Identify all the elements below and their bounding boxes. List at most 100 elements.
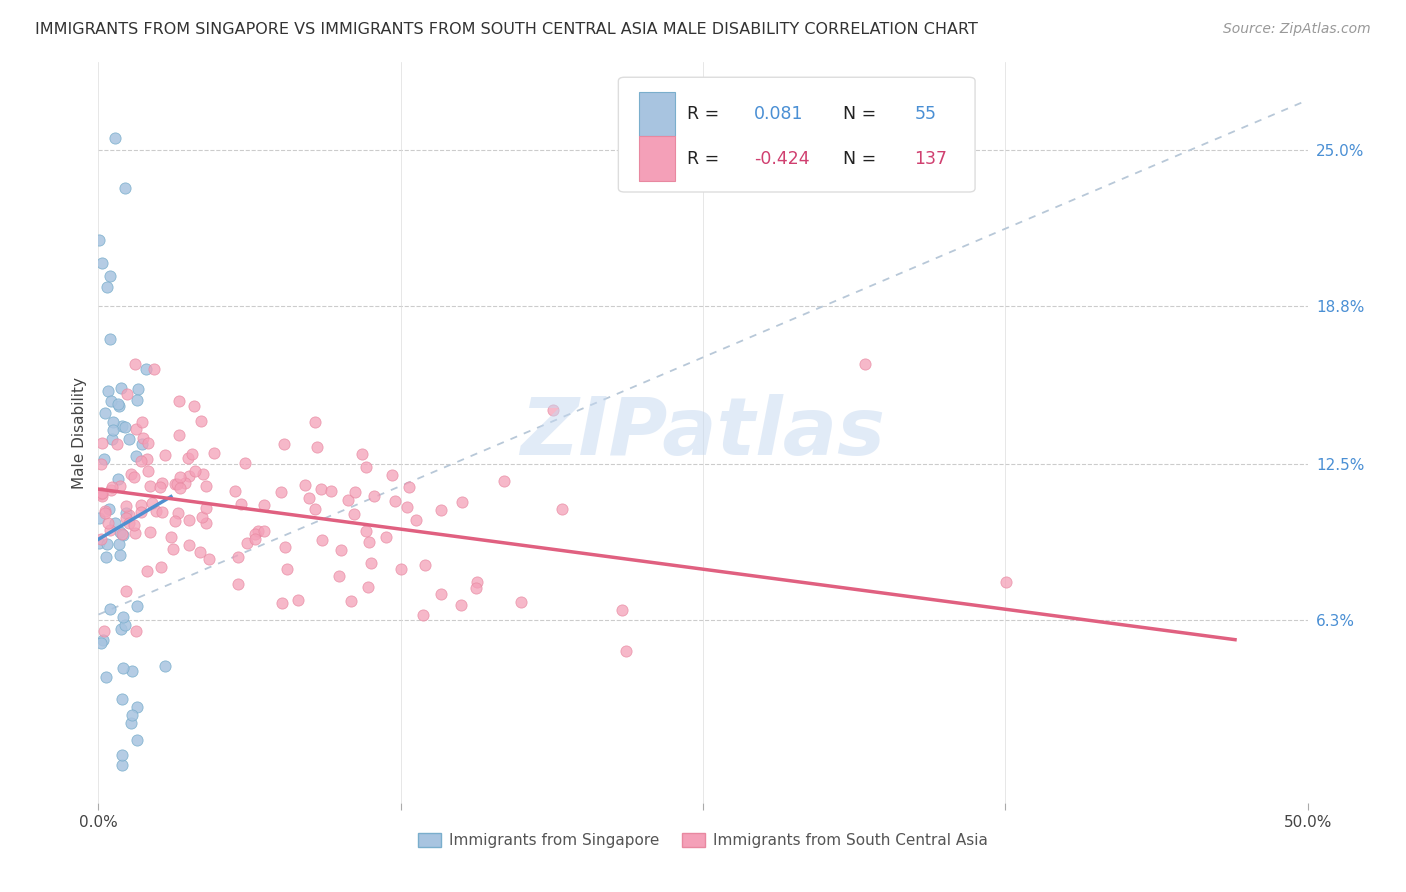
Point	[328, 569, 350, 583]
Point	[111, 419, 134, 434]
Point	[94, 406, 117, 420]
Point	[190, 509, 212, 524]
Point	[287, 593, 309, 607]
Point	[357, 580, 380, 594]
Point	[94, 506, 117, 520]
Point	[430, 587, 453, 601]
Point	[153, 659, 176, 673]
Point	[96, 516, 118, 530]
Point	[381, 468, 404, 483]
Point	[115, 387, 138, 401]
Point	[104, 516, 127, 530]
Point	[190, 414, 212, 428]
Point	[115, 499, 138, 513]
Point	[274, 541, 297, 555]
Text: N =: N =	[832, 150, 882, 168]
Point	[233, 456, 256, 470]
Point	[304, 415, 326, 429]
Point	[167, 428, 190, 442]
Point	[96, 280, 118, 294]
Text: R =: R =	[688, 105, 725, 123]
Point	[198, 552, 221, 566]
Point	[90, 487, 112, 501]
Point	[111, 660, 134, 674]
Point	[115, 583, 138, 598]
Point	[276, 562, 298, 576]
Point	[169, 469, 191, 483]
Point	[111, 692, 134, 706]
Point	[114, 511, 136, 525]
Point	[91, 489, 114, 503]
Point	[413, 558, 436, 573]
Point	[139, 524, 162, 539]
Point	[253, 524, 276, 538]
Point	[294, 478, 316, 492]
Point	[118, 508, 141, 523]
Point	[138, 464, 160, 478]
FancyBboxPatch shape	[638, 136, 675, 181]
Point	[245, 527, 267, 541]
Point	[194, 516, 217, 530]
Point	[307, 440, 329, 454]
Point	[110, 623, 132, 637]
Point	[101, 433, 124, 447]
Point	[97, 384, 120, 398]
Point	[121, 708, 143, 723]
Point	[103, 423, 125, 437]
Point	[104, 130, 127, 145]
Point	[91, 435, 114, 450]
Point	[131, 437, 153, 451]
Text: -0.424: -0.424	[754, 150, 810, 168]
Point	[105, 436, 128, 450]
Point	[118, 432, 141, 446]
Point	[94, 670, 117, 684]
Point	[94, 504, 117, 518]
Point	[120, 467, 142, 482]
Point	[465, 574, 488, 589]
Point	[343, 484, 366, 499]
Point	[98, 523, 121, 537]
Point	[100, 480, 122, 494]
Point	[112, 610, 135, 624]
Point	[162, 542, 184, 557]
Point	[188, 544, 211, 558]
Point	[228, 550, 250, 565]
Point	[273, 437, 295, 451]
Point	[304, 502, 326, 516]
Point	[226, 577, 249, 591]
Point	[87, 535, 110, 549]
Point	[118, 516, 141, 530]
Point	[111, 528, 134, 542]
Text: IMMIGRANTS FROM SINGAPORE VS IMMIGRANTS FROM SOUTH CENTRAL ASIA MALE DISABILITY : IMMIGRANTS FROM SINGAPORE VS IMMIGRANTS …	[35, 22, 979, 37]
Point	[124, 357, 146, 371]
Point	[224, 484, 246, 499]
Point	[160, 530, 183, 544]
Point	[551, 502, 574, 516]
Point	[129, 498, 152, 512]
Point	[125, 422, 148, 436]
Point	[270, 596, 292, 610]
Point	[465, 581, 488, 595]
Point	[177, 538, 200, 552]
Point	[142, 362, 165, 376]
Point	[122, 517, 145, 532]
Point	[311, 533, 333, 547]
Point	[98, 601, 121, 615]
Point	[330, 543, 353, 558]
Point	[129, 505, 152, 519]
Point	[150, 475, 173, 490]
Point	[494, 475, 516, 489]
Point	[108, 479, 131, 493]
Point	[136, 564, 159, 578]
Point	[243, 532, 266, 546]
Point	[360, 556, 382, 570]
Point	[298, 491, 321, 505]
Point	[253, 498, 276, 512]
Point	[111, 748, 134, 763]
Point	[125, 624, 148, 638]
Text: ZIPatlas: ZIPatlas	[520, 393, 886, 472]
Point	[90, 486, 112, 500]
Y-axis label: Male Disability: Male Disability	[72, 376, 87, 489]
Point	[194, 479, 217, 493]
FancyBboxPatch shape	[638, 92, 675, 136]
